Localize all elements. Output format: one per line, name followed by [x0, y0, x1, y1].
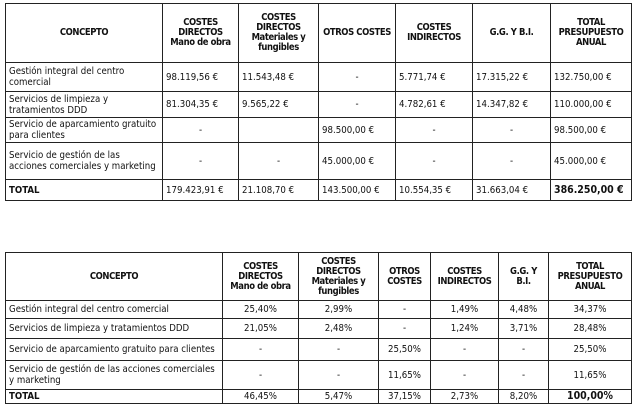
value-cell: 28,48%: [548, 318, 632, 339]
value-cell: 11.543,48 €: [238, 62, 319, 92]
value-cell: 4,48%: [498, 300, 549, 319]
value-cell: 9.565,22 €: [238, 91, 319, 118]
value-cell: 98.119,56 €: [162, 62, 239, 92]
concept-cell: Servicio de aparcamiento gratuito para c…: [5, 338, 223, 361]
column-header: COSTES INDIRECTOS: [395, 3, 473, 63]
column-header: COSTES DIRECTOS Materiales y fungibles: [238, 3, 319, 63]
value-cell: 4.782,61 €: [395, 91, 473, 118]
concept-cell: Servicio de gestión de las acciones come…: [5, 360, 223, 390]
value-cell: -: [472, 117, 551, 143]
value-cell: 11,65%: [548, 360, 632, 390]
column-header: COSTES DIRECTOS Mano de obra: [162, 3, 239, 63]
value-cell: 98.500,00 €: [318, 117, 396, 143]
budget-amounts-table: CONCEPTO COSTES DIRECTOS Mano de obra COST…: [5, 3, 632, 201]
total-value-cell: 21.108,70 €: [238, 179, 319, 201]
column-header: OTROS COSTES: [318, 3, 396, 63]
value-cell: -: [162, 142, 239, 180]
value-cell: 5.771,74 €: [395, 62, 473, 92]
concept-cell: Servicios de limpieza y tratamientos DDD: [5, 318, 223, 339]
value-cell: -: [318, 91, 396, 118]
value-cell: -: [395, 142, 473, 180]
value-cell: -: [498, 338, 549, 361]
total-value-cell: 10.554,35 €: [395, 179, 473, 201]
table-row: Gestión integral del centro comercial 98.…: [5, 62, 632, 92]
value-cell: -: [378, 318, 431, 339]
total-label: TOTAL: [5, 389, 223, 404]
value-cell: -: [318, 62, 396, 92]
column-header: OTROS COSTES: [378, 252, 431, 301]
total-value-cell: 100,00%: [548, 389, 632, 404]
value-cell: -: [430, 338, 499, 361]
value-cell: 25,50%: [548, 338, 632, 361]
header-row: CONCEPTO COSTES DIRECTOS Mano de obra COST…: [5, 3, 632, 63]
value-cell: -: [222, 360, 299, 390]
column-header: G.G. Y B.I.: [472, 3, 551, 63]
value-cell: 1,24%: [430, 318, 499, 339]
total-value-cell: 143.500,00 €: [318, 179, 396, 201]
budget-percent-table: CONCEPTO COSTES DIRECTOS Mano de obra COST…: [5, 252, 632, 404]
total-value-cell: 5,47%: [298, 389, 379, 404]
value-cell: 25,50%: [378, 338, 431, 361]
column-header: COSTES INDIRECTOS: [430, 252, 499, 301]
value-cell: 2,48%: [298, 318, 379, 339]
column-header: TOTAL PRESUPUESTO ANUAL: [548, 252, 632, 301]
table-row: Servicios de limpieza y tratamientos DDD…: [5, 91, 632, 118]
value-cell: 11,65%: [378, 360, 431, 390]
table-row: Servicio de aparcamiento gratuito para c…: [5, 338, 632, 361]
total-value-cell: 179.423,91 €: [162, 179, 239, 201]
value-cell: -: [430, 360, 499, 390]
value-cell: -: [222, 338, 299, 361]
total-row: TOTAL 179.423,91 €21.108,70 €143.500,00 €…: [5, 179, 632, 201]
value-cell: [238, 117, 319, 143]
table-row: Servicio de gestión de las acciones come…: [5, 142, 632, 180]
value-cell: -: [238, 142, 319, 180]
total-value-cell: 386.250,00 €: [550, 179, 632, 201]
total-label: TOTAL: [5, 179, 163, 201]
value-cell: 2,99%: [298, 300, 379, 319]
value-cell: -: [395, 117, 473, 143]
concept-cell: Servicio de aparcamiento gratuito para c…: [5, 117, 163, 143]
column-header: CONCEPTO: [5, 252, 223, 301]
header-row: CONCEPTO COSTES DIRECTOS Mano de obra COST…: [5, 252, 632, 301]
value-cell: 14.347,82 €: [472, 91, 551, 118]
value-cell: -: [472, 142, 551, 180]
concept-cell: Gestión integral del centro comercial: [5, 300, 223, 319]
total-value-cell: 31.663,04 €: [472, 179, 551, 201]
value-cell: 98.500,00 €: [550, 117, 632, 143]
table-row: Servicios de limpieza y tratamientos DDD…: [5, 318, 632, 339]
column-header: CONCEPTO: [5, 3, 163, 63]
table-row: Servicio de aparcamiento gratuito para c…: [5, 117, 632, 143]
value-cell: 45.000,00 €: [318, 142, 396, 180]
value-cell: -: [498, 360, 549, 390]
value-cell: 34,37%: [548, 300, 632, 319]
total-value-cell: 37,15%: [378, 389, 431, 404]
value-cell: 25,40%: [222, 300, 299, 319]
value-cell: 132.750,00 €: [550, 62, 632, 92]
column-header: COSTES DIRECTOS Mano de obra: [222, 252, 299, 301]
total-value-cell: 2,73%: [430, 389, 499, 404]
column-header: COSTES DIRECTOS Materiales y fungibles: [298, 252, 379, 301]
value-cell: -: [162, 117, 239, 143]
table-row: Servicio de gestión de las acciones come…: [5, 360, 632, 390]
value-cell: 110.000,00 €: [550, 91, 632, 118]
concept-cell: Servicios de limpieza y tratamientos DDD: [5, 91, 163, 118]
value-cell: -: [378, 300, 431, 319]
concept-cell: Gestión integral del centro comercial: [5, 62, 163, 92]
value-cell: 45.000,00 €: [550, 142, 632, 180]
value-cell: 81.304,35 €: [162, 91, 239, 118]
value-cell: 3,71%: [498, 318, 549, 339]
column-header: G.G. Y B.I.: [498, 252, 549, 301]
value-cell: 1,49%: [430, 300, 499, 319]
concept-cell: Servicio de gestión de las acciones come…: [5, 142, 163, 180]
value-cell: -: [298, 360, 379, 390]
total-row: TOTAL 46,45% 5,47% 37,15% 2,73% 8,20% 100,00%: [5, 389, 632, 404]
value-cell: 17.315,22 €: [472, 62, 551, 92]
column-header: TOTAL PRESUPUESTO ANUAL: [550, 3, 632, 63]
value-cell: -: [298, 338, 379, 361]
value-cell: 21,05%: [222, 318, 299, 339]
table-row: Gestión integral del centro comercial 25,…: [5, 300, 632, 319]
total-value-cell: 46,45%: [222, 389, 299, 404]
total-value-cell: 8,20%: [498, 389, 549, 404]
